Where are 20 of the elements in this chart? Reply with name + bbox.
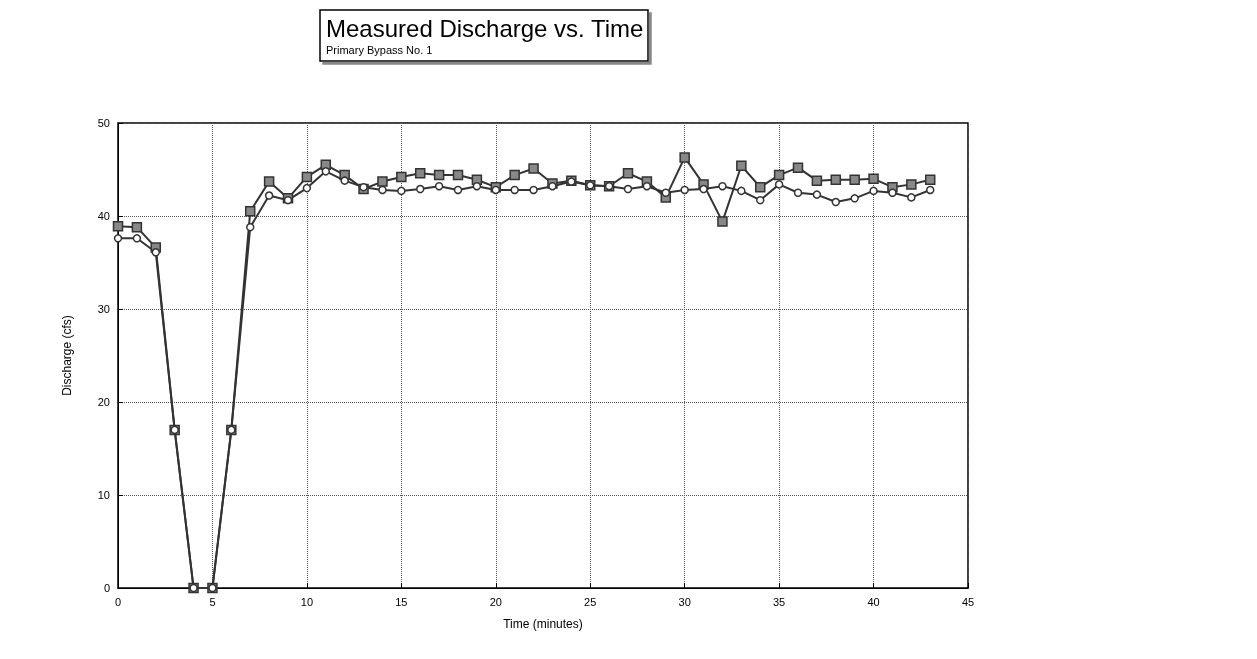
y-tick-label: 30: [97, 303, 110, 315]
y-axis-title: Discharge (cfs): [60, 315, 74, 396]
x-tick-label: 15: [395, 595, 408, 608]
y-tick-label: 20: [97, 396, 110, 408]
x-axis-title: Time (minutes): [503, 617, 583, 631]
y-tick-label: 40: [97, 210, 110, 222]
chart-title: Measured Discharge vs. Time: [326, 14, 644, 42]
y-tick-label: 50: [97, 117, 110, 129]
x-tick-label: 35: [772, 595, 786, 608]
y-tick-label: 10: [97, 489, 110, 501]
chart-subtitle: Primary Bypass No. 1: [326, 43, 433, 56]
x-tick-label: 20: [489, 595, 502, 608]
y-tick-label: 0: [103, 582, 110, 594]
x-tick-label: 10: [300, 595, 314, 608]
x-tick-label: 5: [209, 595, 216, 608]
x-tick-label: 25: [584, 595, 597, 608]
x-tick-label: 0: [114, 595, 122, 608]
x-tick-label: 30: [678, 595, 691, 608]
x-tick-label: 45: [961, 595, 975, 608]
x-tick-label: 40: [867, 595, 880, 608]
